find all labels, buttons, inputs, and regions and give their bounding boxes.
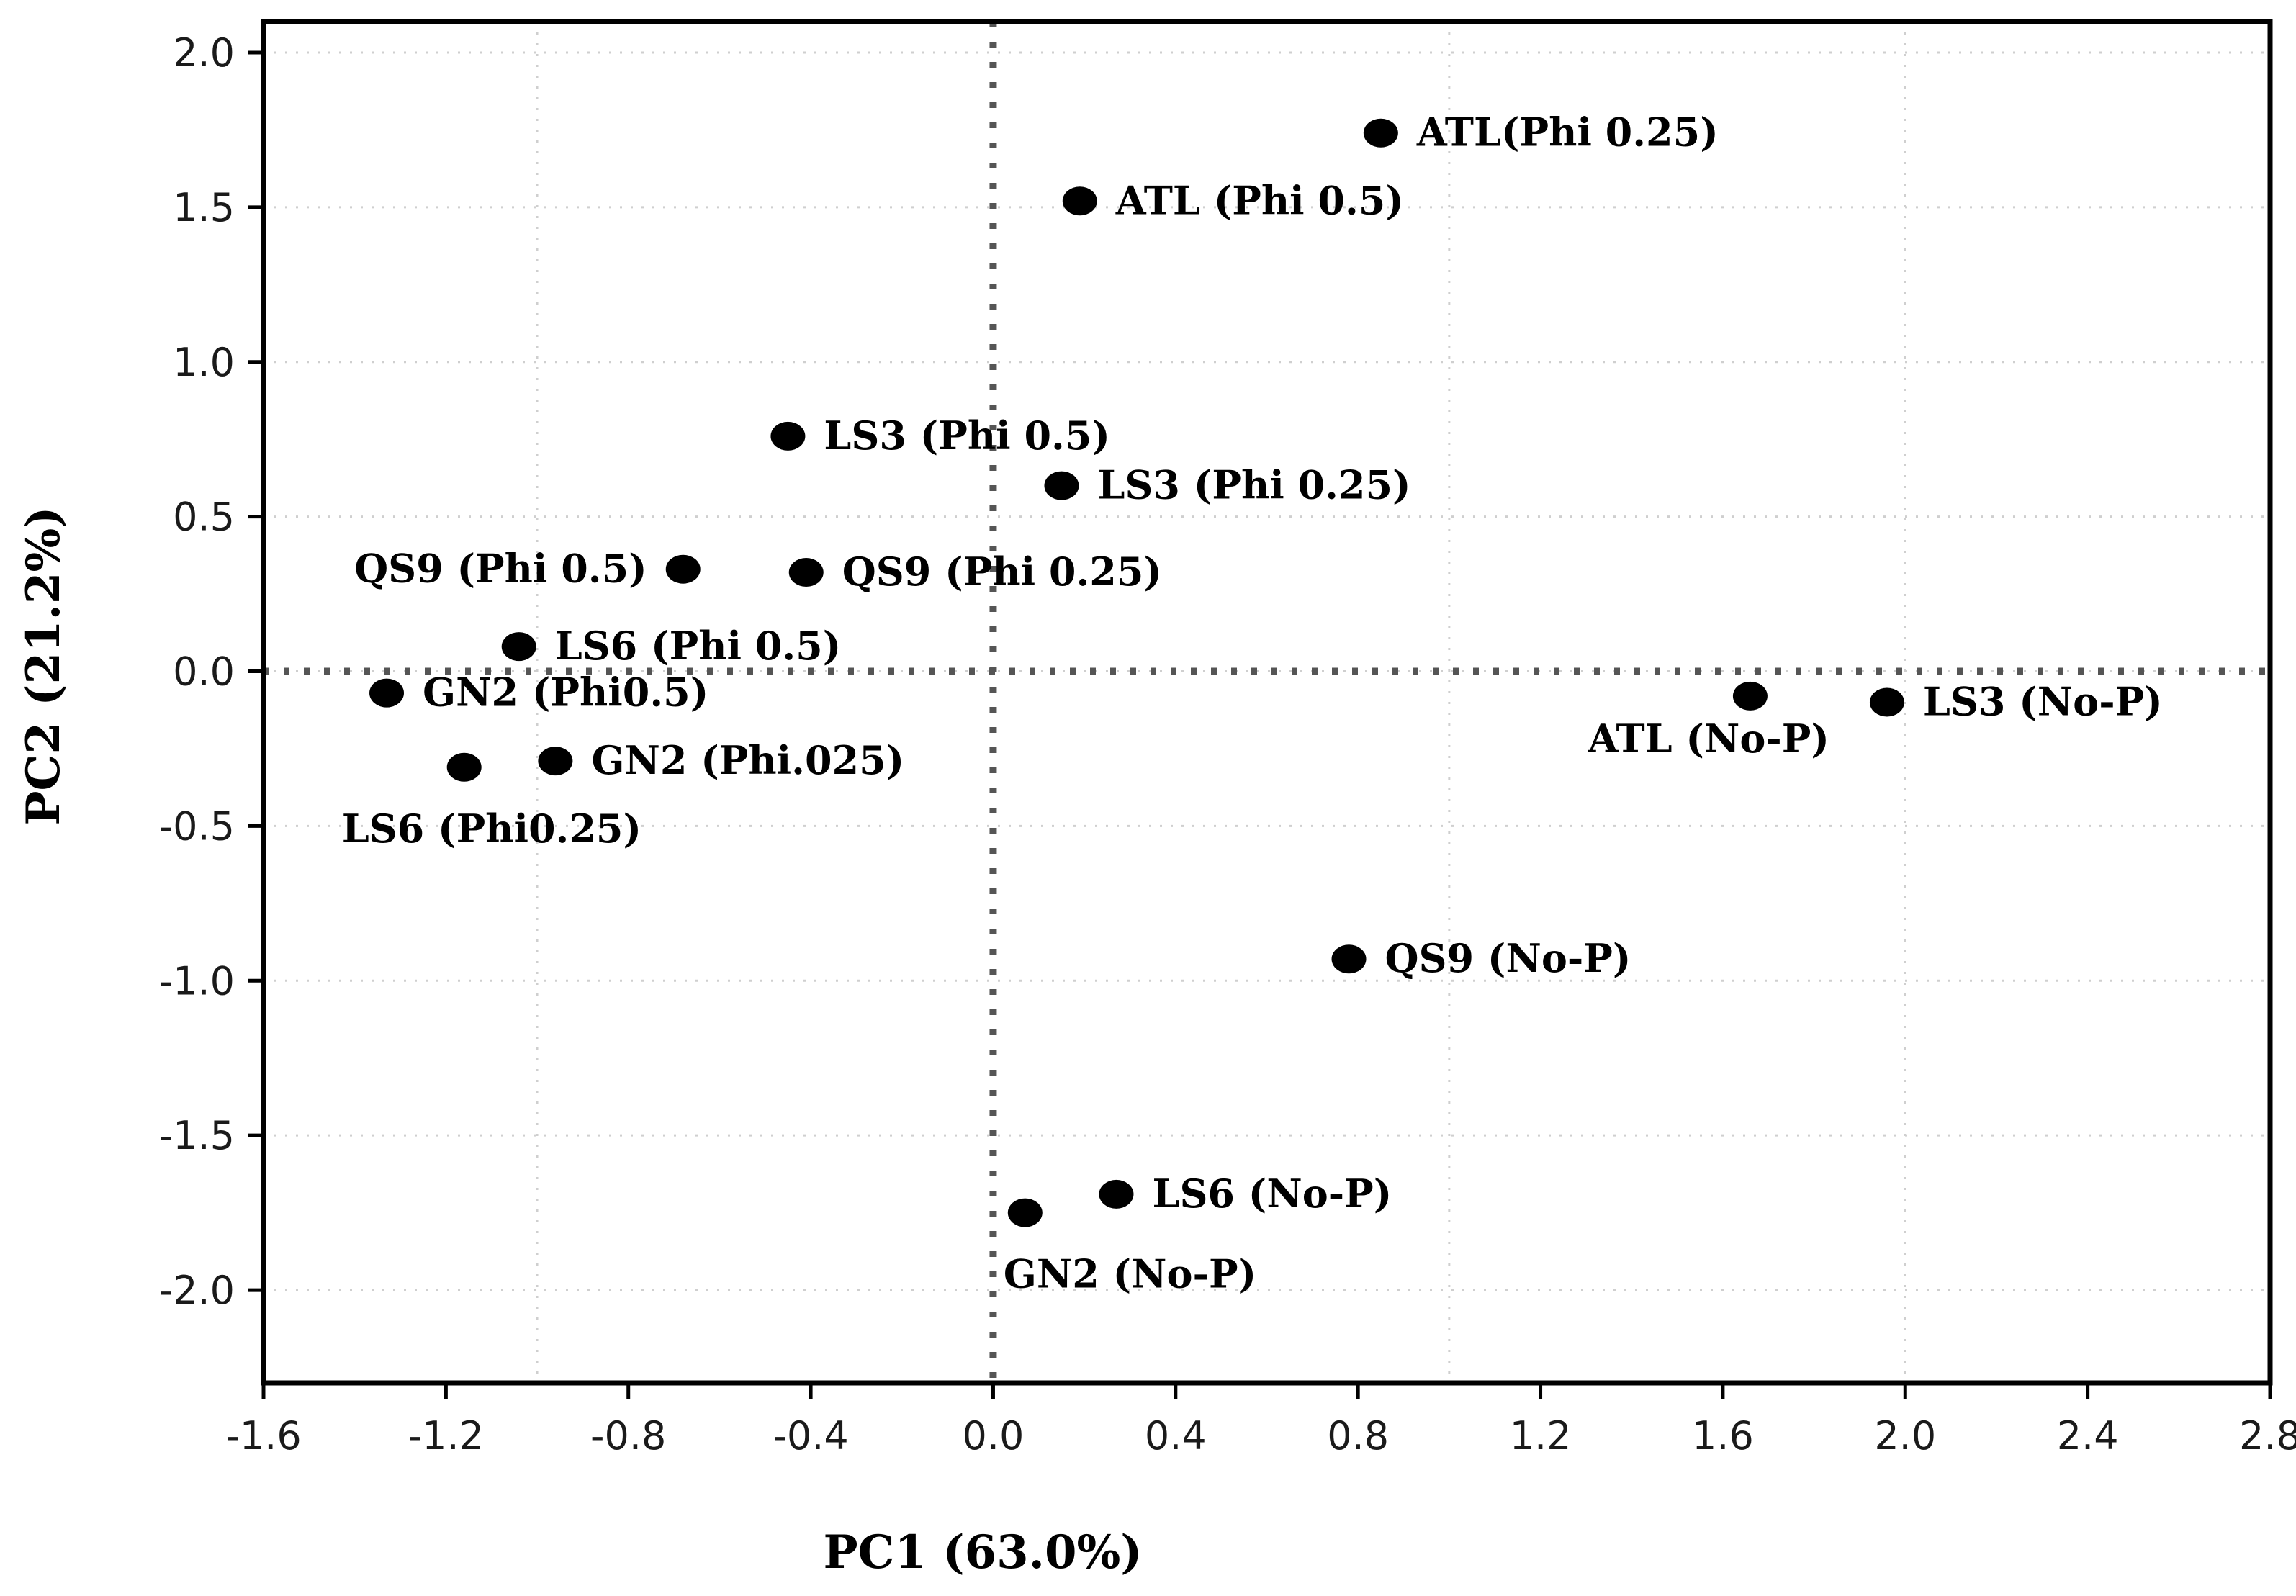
x-tick-label-3: -0.4 [773,1413,848,1459]
data-point-7 [369,678,405,708]
data-point-11 [1869,687,1904,717]
y-tick-label-3: 0.5 [173,495,235,540]
data-point-4 [665,554,701,584]
data-point-label-6: LS6 (Phi 0.5) [555,623,842,669]
data-point-label-13: LS6 (No-P) [1152,1171,1392,1217]
data-point-label-1: ATL (Phi 0.5) [1115,177,1404,223]
x-tick-label-8: 1.6 [1692,1413,1754,1459]
data-point-label-9: LS6 (Phi0.25) [342,806,641,852]
data-point-13 [1099,1179,1134,1209]
data-point-10 [1732,681,1768,711]
data-point-6 [501,632,536,662]
x-tick-label-11: 2.8 [2239,1413,2296,1459]
data-point-8 [538,747,573,776]
y-tick-label-1: 1.5 [173,185,235,230]
data-point-label-0: ATL(Phi 0.25) [1416,109,1719,155]
data-point-0 [1363,118,1398,148]
data-point-label-12: QS9 (No-P) [1385,935,1631,981]
data-point-3 [1044,471,1079,500]
data-point-12 [1331,944,1367,974]
data-point-5 [788,557,824,587]
x-axis-title: PC1 (63.0%) [823,1525,1142,1579]
x-tick-label-10: 2.4 [2057,1413,2119,1459]
data-point-label-10: ATL (No-P) [1588,716,1829,762]
x-tick-label-0: -1.6 [225,1413,301,1459]
data-point-1 [1062,186,1097,216]
y-axis-title: PC2 (21.2%) [17,506,71,825]
data-point-label-11: LS3 (No-P) [1923,679,2163,725]
y-tick-label-7: -1.5 [159,1113,235,1158]
y-tick-label-8: -2.0 [159,1268,235,1313]
data-point-label-2: LS3 (Phi 0.5) [824,412,1110,459]
plot-frame [261,19,2273,1386]
x-tick-label-2: -0.8 [590,1413,666,1459]
y-tick-label-0: 2.0 [173,30,235,76]
reference-lines [264,22,2270,1383]
data-points: ATL(Phi 0.25)ATL (Phi 0.5)LS3 (Phi 0.5)L… [342,109,2163,1297]
x-tick-label-6: 0.8 [1327,1413,1389,1459]
data-point-label-7: GN2 (Phi0.5) [423,669,708,716]
x-tick-label-4: 0.0 [963,1413,1025,1459]
data-point-label-3: LS3 (Phi 0.25) [1097,462,1410,508]
data-point-label-5: QS9 (Phi 0.25) [842,549,1162,595]
x-tick-label-7: 1.2 [1510,1413,1572,1459]
data-point-9 [446,752,482,782]
x-tick-label-9: 2.0 [1874,1413,1936,1459]
data-point-label-8: GN2 (Phi.025) [591,737,904,783]
grid-layer [264,22,2270,1383]
data-point-14 [1007,1198,1043,1227]
data-point-label-4: QS9 (Phi 0.5) [354,546,647,592]
y-tick-label-4: 0.0 [173,649,235,695]
data-point-2 [770,421,806,451]
axis-ticks: -1.6 -1.2 -0.8 -0.4 0.0 0.4 0.8 1.2 1.6 2.0 2.4 2.8… [159,30,2296,1459]
y-tick-label-2: 1.0 [173,340,235,385]
x-tick-label-1: -1.2 [408,1413,484,1459]
y-tick-label-5: -0.5 [159,803,235,849]
y-tick-label-6: -1.0 [159,958,235,1004]
x-tick-label-5: 0.4 [1145,1413,1207,1459]
data-point-label-14: GN2 (No-P) [1004,1251,1256,1297]
